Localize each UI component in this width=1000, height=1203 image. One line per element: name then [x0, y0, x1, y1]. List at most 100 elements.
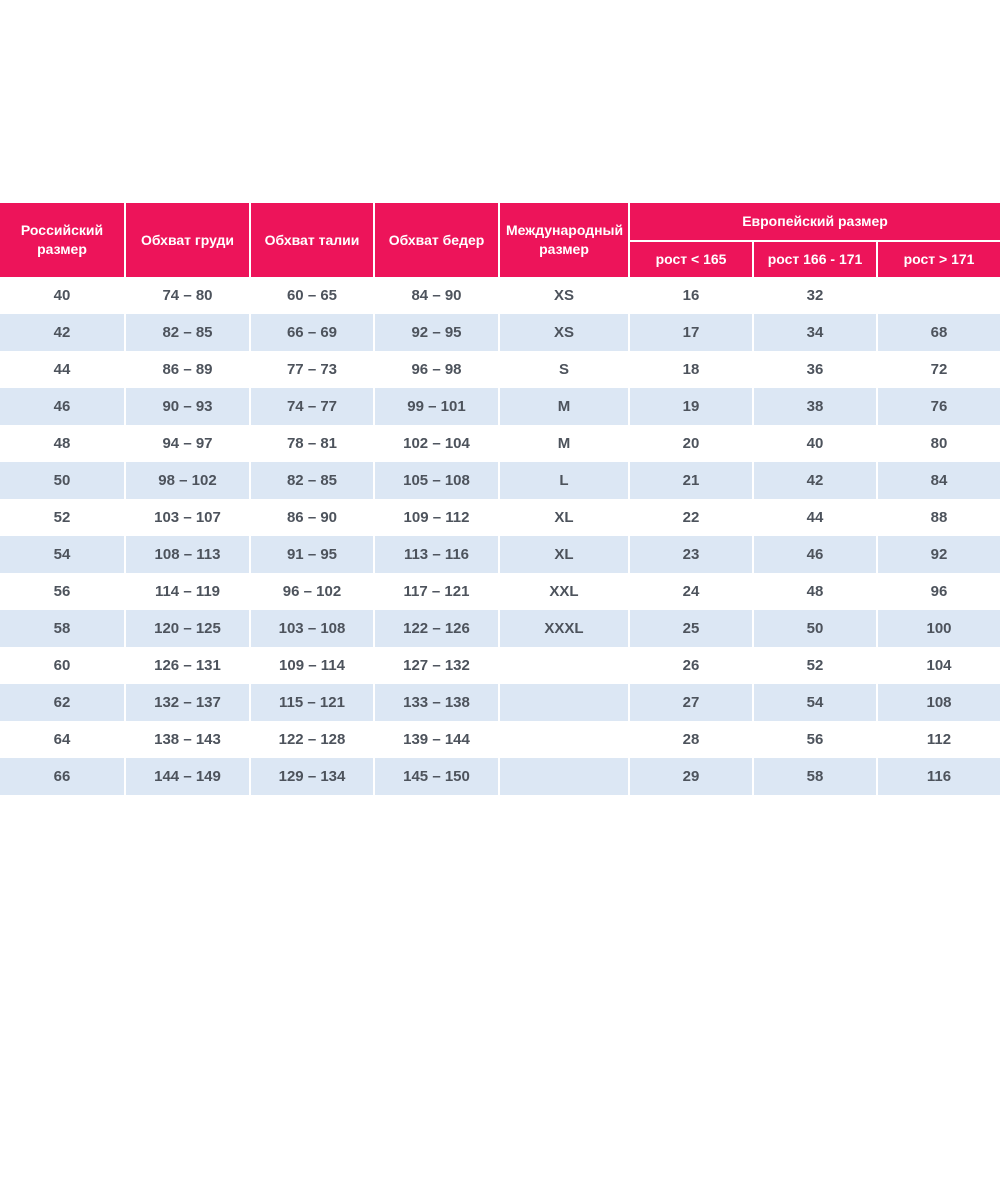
size-cell: 48	[0, 425, 124, 462]
header-height-166-171: рост 166 - 171	[752, 240, 876, 277]
size-cell: 74 – 80	[124, 277, 249, 314]
size-table-body: 40 74 – 80 60 – 65 84 – 90 XS 16 32 42 8…	[0, 277, 1000, 795]
size-cell: M	[498, 388, 628, 425]
size-cell: 80	[876, 425, 1000, 462]
size-cell: XL	[498, 499, 628, 536]
size-cell: 88	[876, 499, 1000, 536]
table-row: 46 90 – 93 74 – 77 99 – 101 M 19 38 76	[0, 388, 1000, 425]
size-cell: 76	[876, 388, 1000, 425]
size-cell: 42	[752, 462, 876, 499]
size-cell: 50	[752, 610, 876, 647]
size-cell: 86 – 89	[124, 351, 249, 388]
size-cell: M	[498, 425, 628, 462]
size-cell: 96	[876, 573, 1000, 610]
header-height-gt-171: рост > 171	[876, 240, 1000, 277]
size-cell: 122 – 128	[249, 721, 373, 758]
header-chest: Обхват груди	[124, 203, 249, 277]
size-cell: 127 – 132	[373, 647, 498, 684]
size-cell: 46	[752, 536, 876, 573]
header-russian-size: Российский размер	[0, 203, 124, 277]
size-cell: 92 – 95	[373, 314, 498, 351]
table-row: 66 144 – 149 129 – 134 145 – 150 29 58 1…	[0, 758, 1000, 795]
size-cell: 44	[0, 351, 124, 388]
size-cell: 91 – 95	[249, 536, 373, 573]
size-cell: 34	[752, 314, 876, 351]
size-cell: 116	[876, 758, 1000, 795]
size-cell: XS	[498, 314, 628, 351]
size-cell: 117 – 121	[373, 573, 498, 610]
size-cell: 44	[752, 499, 876, 536]
size-cell	[498, 721, 628, 758]
size-cell: 108 – 113	[124, 536, 249, 573]
size-cell: 46	[0, 388, 124, 425]
size-cell: 102 – 104	[373, 425, 498, 462]
size-cell: 52	[752, 647, 876, 684]
size-cell: 138 – 143	[124, 721, 249, 758]
size-cell	[498, 684, 628, 721]
size-chart-table: Российский размер Обхват груди Обхват та…	[0, 203, 1000, 795]
size-cell: 139 – 144	[373, 721, 498, 758]
table-row: 54 108 – 113 91 – 95 113 – 116 XL 23 46 …	[0, 536, 1000, 573]
size-cell: 90 – 93	[124, 388, 249, 425]
size-cell: 60	[0, 647, 124, 684]
size-cell: 104	[876, 647, 1000, 684]
size-cell: 52	[0, 499, 124, 536]
size-cell: 22	[628, 499, 752, 536]
table-row: 52 103 – 107 86 – 90 109 – 112 XL 22 44 …	[0, 499, 1000, 536]
table-row: 58 120 – 125 103 – 108 122 – 126 XXXL 25…	[0, 610, 1000, 647]
size-cell: 108	[876, 684, 1000, 721]
size-cell: 64	[0, 721, 124, 758]
table-row: 60 126 – 131 109 – 114 127 – 132 26 52 1…	[0, 647, 1000, 684]
size-cell: XXXL	[498, 610, 628, 647]
size-cell: 99 – 101	[373, 388, 498, 425]
size-cell: 84 – 90	[373, 277, 498, 314]
size-cell: 126 – 131	[124, 647, 249, 684]
size-cell: 19	[628, 388, 752, 425]
size-cell: 36	[752, 351, 876, 388]
table-row: 64 138 – 143 122 – 128 139 – 144 28 56 1…	[0, 721, 1000, 758]
size-cell: 98 – 102	[124, 462, 249, 499]
size-cell	[498, 647, 628, 684]
size-cell: 115 – 121	[249, 684, 373, 721]
size-cell: 66 – 69	[249, 314, 373, 351]
size-cell: 66	[0, 758, 124, 795]
size-cell: 92	[876, 536, 1000, 573]
size-cell: 56	[0, 573, 124, 610]
size-cell: 23	[628, 536, 752, 573]
page: Российский размер Обхват груди Обхват та…	[0, 203, 1000, 1203]
size-cell: 82 – 85	[124, 314, 249, 351]
table-row: 56 114 – 119 96 – 102 117 – 121 XXL 24 4…	[0, 573, 1000, 610]
size-cell: 78 – 81	[249, 425, 373, 462]
size-cell: 86 – 90	[249, 499, 373, 536]
header-waist: Обхват талии	[249, 203, 373, 277]
table-row: 48 94 – 97 78 – 81 102 – 104 M 20 40 80	[0, 425, 1000, 462]
size-cell: 94 – 97	[124, 425, 249, 462]
size-cell: 74 – 77	[249, 388, 373, 425]
table-row: 50 98 – 102 82 – 85 105 – 108 L 21 42 84	[0, 462, 1000, 499]
size-cell: 114 – 119	[124, 573, 249, 610]
size-cell: 28	[628, 721, 752, 758]
size-cell: 17	[628, 314, 752, 351]
size-cell: 84	[876, 462, 1000, 499]
size-cell: 58	[752, 758, 876, 795]
table-row: 62 132 – 137 115 – 121 133 – 138 27 54 1…	[0, 684, 1000, 721]
size-cell: 145 – 150	[373, 758, 498, 795]
size-cell: 54	[752, 684, 876, 721]
size-cell: 129 – 134	[249, 758, 373, 795]
size-cell	[498, 758, 628, 795]
header-height-lt-165: рост < 165	[628, 240, 752, 277]
size-cell: 120 – 125	[124, 610, 249, 647]
size-cell: 122 – 126	[373, 610, 498, 647]
size-cell: 82 – 85	[249, 462, 373, 499]
header-european-size: Европейский размер	[628, 203, 1000, 240]
size-cell: 56	[752, 721, 876, 758]
size-cell: 32	[752, 277, 876, 314]
size-cell: 105 – 108	[373, 462, 498, 499]
size-cell: 42	[0, 314, 124, 351]
table-row: 40 74 – 80 60 – 65 84 – 90 XS 16 32	[0, 277, 1000, 314]
size-cell: 60 – 65	[249, 277, 373, 314]
size-cell: 62	[0, 684, 124, 721]
size-cell: 24	[628, 573, 752, 610]
size-cell: 103 – 108	[249, 610, 373, 647]
size-cell: 144 – 149	[124, 758, 249, 795]
